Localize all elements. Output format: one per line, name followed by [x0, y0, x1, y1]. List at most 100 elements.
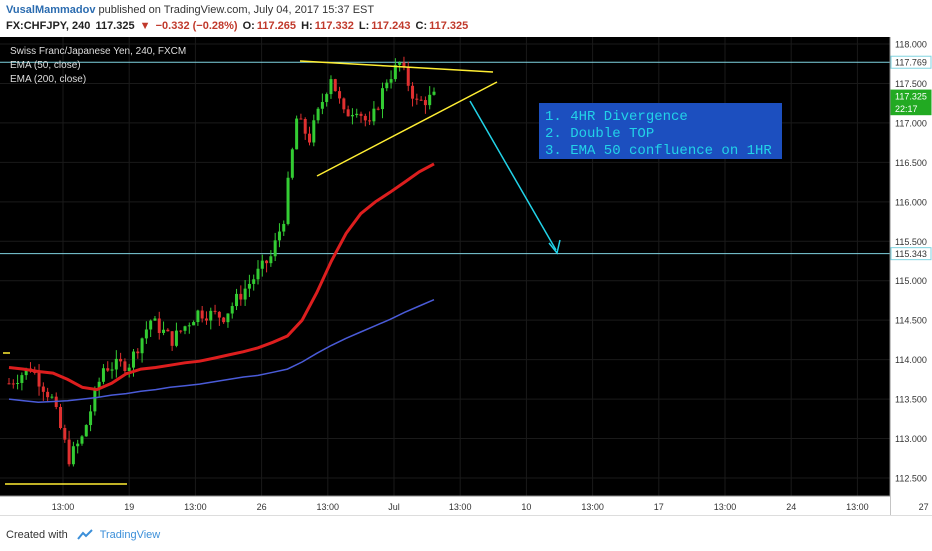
price-tick-label: 114.000 — [895, 355, 927, 365]
annotation-line-3: 3. EMA 50 confluence on 1HR — [545, 143, 772, 159]
price-label-box — [890, 102, 932, 116]
candle-body — [174, 330, 178, 346]
time-tick-label: 13:00 — [317, 502, 340, 512]
high-value: 117.332 — [314, 20, 354, 32]
price-tick-label: 113.500 — [895, 395, 927, 405]
time-tick-label: 26 — [257, 502, 267, 512]
price-label-box — [890, 55, 932, 69]
time-tick-label: 13:00 — [714, 502, 737, 512]
candle-body — [406, 67, 410, 86]
candle-body — [376, 108, 380, 110]
drawings — [3, 60, 561, 485]
candle-body — [89, 411, 93, 426]
candle-body — [20, 375, 24, 383]
candle-body — [286, 177, 290, 224]
price-label: 22:17 — [895, 104, 918, 114]
candle-body — [204, 318, 208, 321]
candle-body — [76, 443, 80, 447]
candle-body — [239, 293, 243, 300]
publish-info: VusalMammadov published on TradingView.c… — [6, 4, 374, 16]
tradingview-brand[interactable]: TradingView — [99, 529, 161, 541]
time-tick-label: 24 — [786, 502, 796, 512]
candle-body — [16, 382, 20, 384]
candle-body — [170, 331, 174, 346]
candle-body — [380, 88, 384, 110]
candle-body — [368, 120, 372, 122]
support-trendline[interactable] — [316, 81, 498, 177]
low-value: 117.243 — [371, 20, 411, 32]
candle-body — [235, 293, 239, 307]
last-price: 117.325 — [95, 20, 135, 32]
symbol-quote: FX:CHFJPY, 240 117.325 ▼ −0.332 (−0.28%)… — [6, 20, 470, 32]
price-chart[interactable]: 1. 4HR Divergence 2. Double TOP 3. EMA 5… — [0, 37, 932, 515]
arrow-head-icon — [548, 239, 561, 255]
candle-body — [119, 358, 123, 362]
candle-body — [316, 108, 320, 121]
price-tick-label: 113.000 — [895, 434, 927, 444]
legend-ema200: EMA (200, close) — [10, 74, 86, 85]
candle-body — [110, 369, 114, 371]
price-tick-label: 116.000 — [895, 197, 927, 207]
close-value: 117.325 — [429, 20, 469, 32]
candle-body — [136, 351, 140, 354]
candle-body — [37, 372, 41, 387]
horizontal-levels — [0, 61, 890, 255]
candle-body — [80, 436, 84, 444]
candle-body — [260, 260, 264, 269]
candle-body — [59, 406, 63, 429]
resistance-trendline[interactable] — [299, 60, 494, 73]
candle-body — [338, 91, 342, 99]
candle-body — [63, 428, 67, 440]
candle-body — [222, 317, 226, 323]
grid — [0, 37, 925, 496]
price-axis[interactable]: 112.500 113.000 113.500 114.000 114.500 115.0… — [889, 37, 932, 515]
candle-body — [131, 351, 135, 368]
candle-body — [273, 240, 277, 257]
candle-body — [432, 91, 436, 95]
time-tick-label: 10 — [521, 502, 531, 512]
projection-arrow[interactable] — [469, 100, 557, 251]
candle-body — [209, 310, 213, 321]
candle-body — [243, 288, 247, 300]
price-label-box — [890, 89, 932, 103]
candle-body — [350, 115, 354, 117]
price-tick-label: 117.500 — [895, 79, 927, 89]
candle-body — [308, 133, 312, 143]
candle-body — [277, 231, 281, 241]
candle-body — [325, 94, 329, 102]
price-axis-bg — [890, 37, 932, 515]
candle-body — [7, 383, 11, 385]
candle-body — [162, 329, 166, 333]
candle-body — [363, 115, 367, 121]
time-tick-label: 13:00 — [449, 502, 472, 512]
candle-body — [299, 118, 303, 120]
time-tick-label: 19 — [124, 502, 134, 512]
annotation-box[interactable]: 1. 4HR Divergence 2. Double TOP 3. EMA 5… — [539, 103, 782, 159]
chart-area[interactable]: 1. 4HR Divergence 2. Double TOP 3. EMA 5… — [0, 37, 932, 515]
candle-body — [269, 256, 273, 264]
candle-body — [144, 329, 148, 339]
author-link[interactable]: VusalMammadov — [6, 4, 96, 16]
time-tick-label: 13:00 — [184, 502, 207, 512]
candle-body — [114, 358, 118, 370]
candle-body — [41, 386, 45, 392]
candle-body — [84, 425, 88, 437]
candle-body — [290, 149, 294, 178]
candle-body — [11, 383, 15, 385]
candle-body — [312, 120, 316, 143]
candle-body — [153, 318, 157, 321]
candle-body — [247, 283, 251, 289]
time-tick-label: Jul — [388, 502, 400, 512]
close-label: C: — [415, 20, 428, 32]
candle-body — [67, 439, 71, 465]
time-axis[interactable]: 13:00 19 13:00 26 13:00 Jul 13:00 10 13:00 17 13:0… — [0, 495, 929, 515]
candle-body — [303, 119, 307, 134]
candle-body — [166, 329, 170, 332]
candle-body — [157, 318, 161, 333]
candle-body — [342, 98, 346, 110]
price-tick-label: 115.000 — [895, 276, 927, 286]
price-label: 117.769 — [895, 58, 927, 68]
price-tick-label: 118.000 — [895, 40, 927, 50]
candle-body — [333, 79, 337, 92]
price-tick-label: 115.500 — [895, 237, 927, 247]
